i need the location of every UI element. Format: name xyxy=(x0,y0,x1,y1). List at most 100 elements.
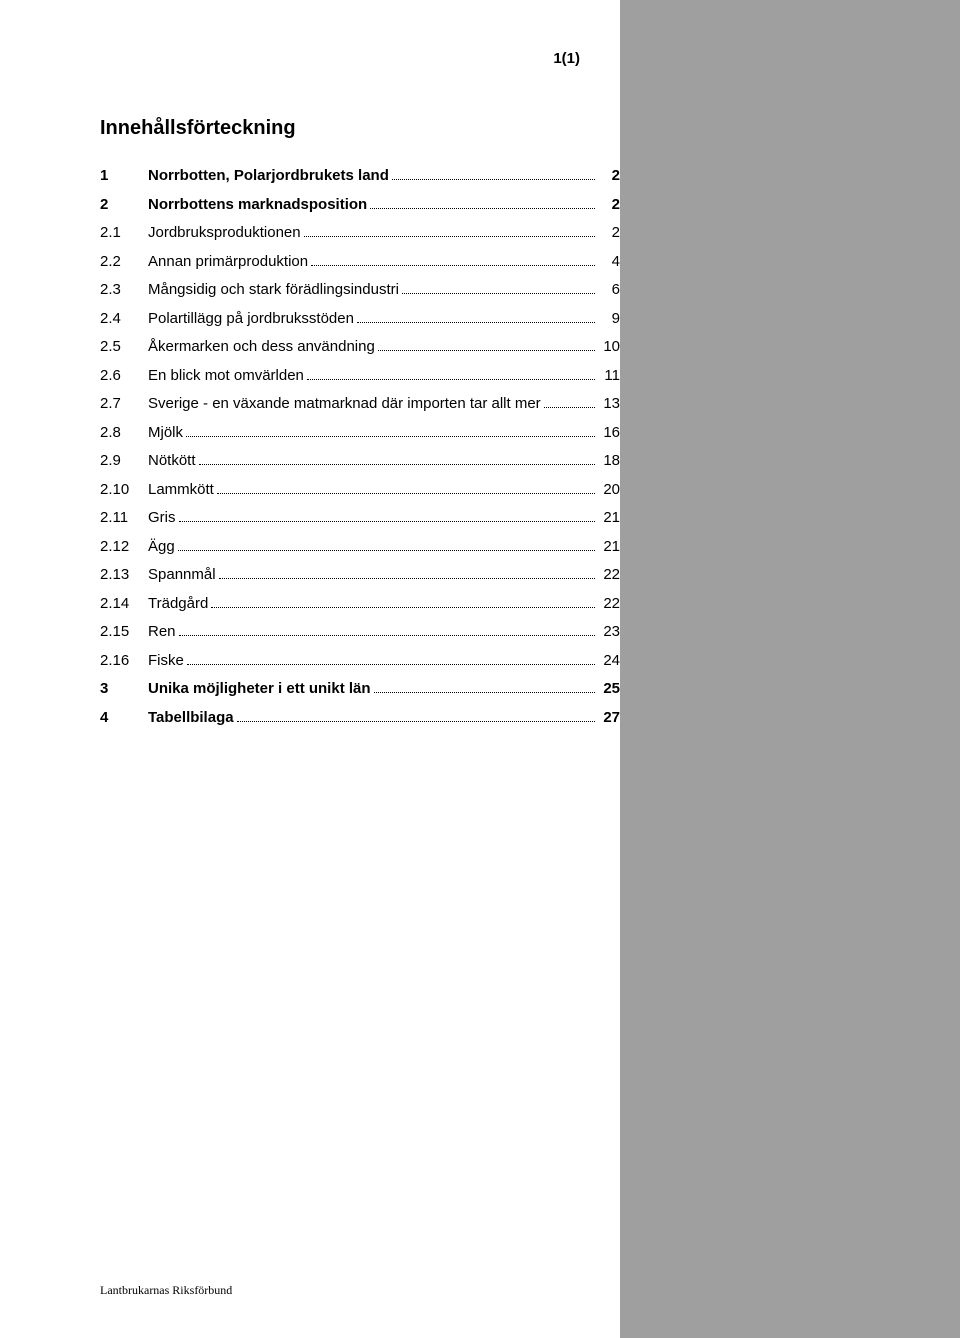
toc-entry-number: 2.9 xyxy=(100,447,148,476)
toc-dot-leader xyxy=(179,626,595,637)
toc-entry-number: 1 xyxy=(100,162,148,191)
toc-dot-leader xyxy=(178,540,595,551)
toc-dot-leader xyxy=(402,284,595,295)
toc-entry-number: 4 xyxy=(100,704,148,733)
toc-entry-label: Fiske xyxy=(148,647,184,676)
toc-entry: 2.15Ren 23 xyxy=(100,618,620,647)
toc-entry-page: 23 xyxy=(598,618,620,647)
toc-entry-number: 2.8 xyxy=(100,419,148,448)
toc-entry-page: 10 xyxy=(598,333,620,362)
toc-entry-page: 24 xyxy=(598,647,620,676)
toc-entry-number: 2 xyxy=(100,191,148,220)
toc-entry-label: Gris xyxy=(148,504,176,533)
toc-entry-number: 2.2 xyxy=(100,248,148,277)
toc-entry-page: 27 xyxy=(598,704,620,733)
toc-entry-page: 9 xyxy=(598,305,620,334)
toc-dot-leader xyxy=(357,312,595,323)
toc-dot-leader xyxy=(392,170,595,181)
toc-entry-page: 20 xyxy=(598,476,620,505)
toc-entry-number: 2.4 xyxy=(100,305,148,334)
toc-entry-label: Sverige - en växande matmarknad där impo… xyxy=(148,390,541,419)
page-indicator: 1(1) xyxy=(100,50,620,67)
toc-dot-leader xyxy=(311,255,595,266)
toc-entry: 2.10Lammkött 20 xyxy=(100,476,620,505)
toc-entry-label: Tabellbilaga xyxy=(148,704,234,733)
toc-entry-number: 2.10 xyxy=(100,476,148,505)
toc-entry-number: 2.7 xyxy=(100,390,148,419)
toc-entry-page: 2 xyxy=(598,191,620,220)
toc-entry: 2.2Annan primärproduktion4 xyxy=(100,248,620,277)
toc-dot-leader xyxy=(544,398,595,409)
scroll-gutter xyxy=(620,0,960,1338)
toc-dot-leader xyxy=(304,227,595,238)
toc-entry-page: 13 xyxy=(598,390,620,419)
toc-entry-page: 4 xyxy=(598,248,620,277)
toc-dot-leader xyxy=(307,369,595,380)
toc-dot-leader xyxy=(211,597,595,608)
toc-entry-page: 2 xyxy=(598,219,620,248)
toc-entry-number: 2.15 xyxy=(100,618,148,647)
toc-dot-leader xyxy=(374,683,595,694)
toc-entry-number: 2.3 xyxy=(100,276,148,305)
toc-entry: 2.14Trädgård 22 xyxy=(100,590,620,619)
toc-entry: 2.8Mjölk 16 xyxy=(100,419,620,448)
toc-dot-leader xyxy=(237,711,595,722)
toc-entry: 2.4Polartillägg på jordbruksstöden 9 xyxy=(100,305,620,334)
toc-entry-label: Polartillägg på jordbruksstöden xyxy=(148,305,354,334)
toc-entry: 2.1Jordbruksproduktionen 2 xyxy=(100,219,620,248)
toc-entry: 2.16Fiske 24 xyxy=(100,647,620,676)
toc-entry: 2Norrbottens marknadsposition2 xyxy=(100,191,620,220)
toc-entry-page: 18 xyxy=(598,447,620,476)
toc-entry-page: 22 xyxy=(598,561,620,590)
toc-entry-label: Norrbotten, Polarjordbrukets land xyxy=(148,162,389,191)
toc-entry: 2.9Nötkött 18 xyxy=(100,447,620,476)
toc-dot-leader xyxy=(179,512,596,523)
toc-entry: 1Norrbotten, Polarjordbrukets land 2 xyxy=(100,162,620,191)
toc-dot-leader xyxy=(217,483,595,494)
toc-entry: 2.7Sverige - en växande matmarknad där i… xyxy=(100,390,620,419)
toc-entry-page: 11 xyxy=(598,362,620,391)
toc-entry-page: 25 xyxy=(598,675,620,704)
toc-entry-label: Unika möjligheter i ett unikt län xyxy=(148,675,371,704)
toc-entry-page: 16 xyxy=(598,419,620,448)
toc-entry-label: En blick mot omvärlden xyxy=(148,362,304,391)
toc-entry-label: Nötkött xyxy=(148,447,196,476)
toc-entry-label: Ren xyxy=(148,618,176,647)
toc-entry-number: 2.13 xyxy=(100,561,148,590)
toc-entry: 2.12Ägg 21 xyxy=(100,533,620,562)
toc-entry-page: 6 xyxy=(598,276,620,305)
toc-dot-leader xyxy=(187,654,595,665)
footer-text: Lantbrukarnas Riksförbund xyxy=(100,1283,232,1298)
toc-entry-number: 2.1 xyxy=(100,219,148,248)
table-of-contents: 1Norrbotten, Polarjordbrukets land22Norr… xyxy=(100,162,620,732)
toc-entry-page: 22 xyxy=(598,590,620,619)
toc-entry-page: 2 xyxy=(598,162,620,191)
toc-entry-label: Åkermarken och dess användning xyxy=(148,333,375,362)
toc-entry: 2.5Åkermarken och dess användning 10 xyxy=(100,333,620,362)
toc-entry-label: Mångsidig och stark förädlingsindustri xyxy=(148,276,399,305)
toc-entry-label: Spannmål xyxy=(148,561,216,590)
toc-entry-number: 2.16 xyxy=(100,647,148,676)
toc-entry: 4Tabellbilaga 27 xyxy=(100,704,620,733)
toc-entry-label: Norrbottens marknadsposition xyxy=(148,191,367,220)
toc-entry-number: 2.14 xyxy=(100,590,148,619)
toc-entry-number: 2.6 xyxy=(100,362,148,391)
toc-entry-number: 2.11 xyxy=(100,504,148,533)
toc-dot-leader xyxy=(219,569,595,580)
toc-entry-number: 2.12 xyxy=(100,533,148,562)
toc-entry-label: Trädgård xyxy=(148,590,208,619)
toc-entry-label: Mjölk xyxy=(148,419,183,448)
toc-entry: 2.3Mångsidig och stark förädlingsindustr… xyxy=(100,276,620,305)
document-page: 1(1) Innehållsförteckning 1Norrbotten, P… xyxy=(0,0,620,732)
toc-entry-number: 3 xyxy=(100,675,148,704)
toc-dot-leader xyxy=(378,341,595,352)
toc-entry-number: 2.5 xyxy=(100,333,148,362)
toc-title: Innehållsförteckning xyxy=(100,117,620,140)
toc-entry-page: 21 xyxy=(598,504,620,533)
toc-entry-page: 21 xyxy=(598,533,620,562)
toc-entry-label: Ägg xyxy=(148,533,175,562)
toc-entry-label: Lammkött xyxy=(148,476,214,505)
toc-entry-label: Jordbruksproduktionen xyxy=(148,219,301,248)
toc-entry: 3Unika möjligheter i ett unikt län 25 xyxy=(100,675,620,704)
toc-dot-leader xyxy=(186,426,595,437)
